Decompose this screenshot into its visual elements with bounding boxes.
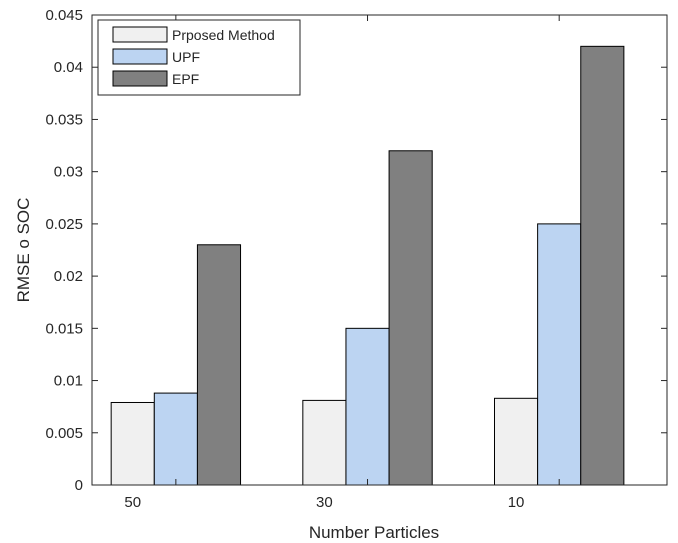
- legend-swatch: [112, 26, 168, 43]
- x-tick-label: 50: [124, 494, 141, 511]
- legend: Prposed Method UPF EPF: [97, 19, 301, 96]
- bar-epf-50: [196, 244, 242, 486]
- bar-upf-30: [345, 327, 390, 486]
- legend-entry: Prposed Method: [172, 27, 275, 43]
- plot-area-frame: [91, 14, 668, 486]
- legend-swatch: [112, 48, 168, 65]
- bar-upf-50: [153, 392, 198, 486]
- y-tick-label: 0.005: [45, 425, 83, 442]
- legend-entry: EPF: [172, 71, 199, 87]
- bar-prposed-method-50: [110, 401, 155, 486]
- y-tick-label: 0.015: [45, 320, 83, 337]
- y-tick-label: 0: [75, 477, 83, 494]
- y-tick-label: 0.025: [45, 216, 83, 233]
- x-tick-label: 30: [316, 494, 333, 511]
- y-tick-label: 0.01: [54, 373, 83, 390]
- y-tick-label: 0.035: [45, 111, 83, 128]
- x-axis: 50 30 10: [124, 15, 560, 511]
- bar-epf-10: [580, 45, 625, 486]
- bar-prposed-method-10: [494, 397, 539, 486]
- y-axis: 0 0.005 0.01 0.015 0.02 0.025 0.03 0.035 0.04 0.0…: [45, 7, 667, 494]
- x-tick-label: 10: [508, 494, 525, 511]
- x-axis-label: Number Particles: [309, 523, 439, 542]
- bar-upf-10: [537, 223, 582, 486]
- y-tick-label: 0.03: [54, 164, 83, 181]
- y-axis-label: RMSE o SOC: [14, 198, 33, 303]
- bar-prposed-method-30: [302, 399, 347, 486]
- y-tick-label: 0.045: [45, 7, 83, 24]
- legend-swatch: [112, 70, 168, 87]
- bars-layer: [110, 45, 625, 486]
- y-tick-label: 0.04: [54, 59, 83, 76]
- bar-epf-30: [388, 150, 433, 486]
- legend-entry: UPF: [172, 49, 200, 65]
- y-tick-label: 0.02: [54, 268, 83, 285]
